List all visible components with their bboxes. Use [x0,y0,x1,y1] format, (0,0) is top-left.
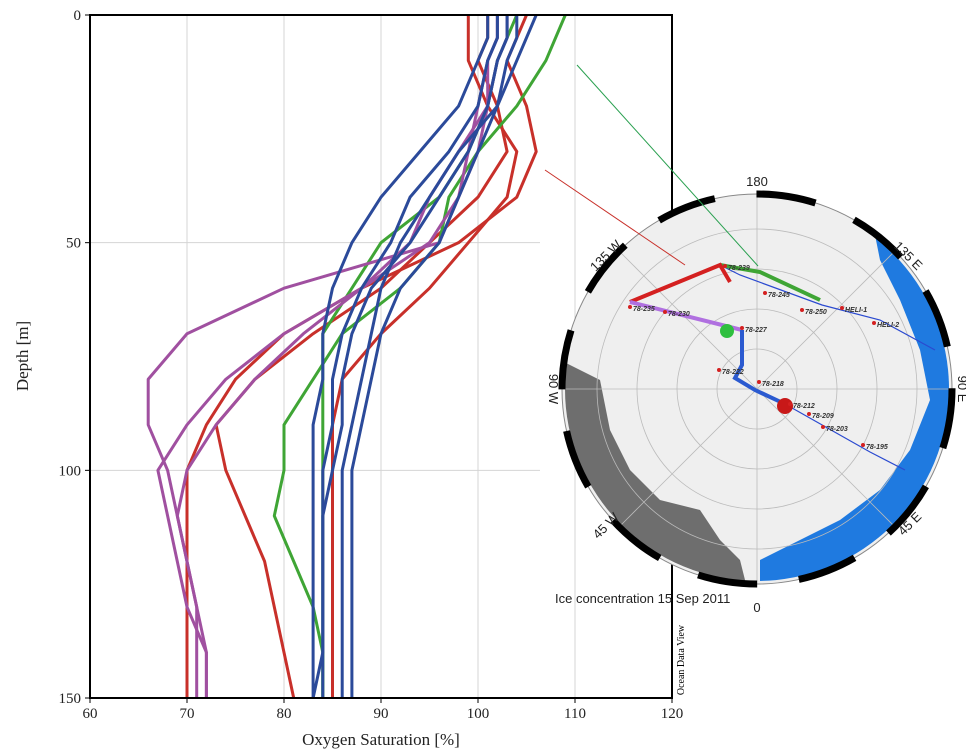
y-axis-label: Depth [m] [13,321,32,391]
station-label: HELI-1 [845,307,867,314]
station-dot [821,425,825,429]
station-dot [717,368,721,372]
station-dot [663,310,667,314]
profile-line [311,15,499,699]
x-axis-label: Oxygen Saturation [%] [302,730,460,749]
annotation: Ocean Data View [676,624,687,695]
longitude-label: 180 [746,174,768,189]
station-marker [777,398,793,414]
longitude-label: 90 E [955,376,966,403]
map-caption: Ice concentration 15 Sep 2011 [555,591,730,606]
station-dot [872,321,876,325]
x-tick-label: 90 [374,706,389,722]
station-label: 78-250 [805,309,827,316]
station-dot [807,412,811,416]
station-label: 78-239 [728,265,750,272]
station-label: 78-209 [812,413,834,420]
longitude-label: 0 [753,600,760,615]
station-dot [861,443,865,447]
station-dot [757,380,761,384]
station-label: 78-245 [768,292,790,299]
ocean [760,210,949,581]
station-label: 78-218 [762,381,784,388]
station-label: HELI-2 [877,322,899,329]
x-tick-label: 80 [277,706,292,722]
station-label: 78-235 [633,306,655,313]
map-border [558,190,956,588]
station-dot [740,326,744,330]
x-tick-label: 60 [83,706,98,722]
profile-line [272,14,567,698]
profile-line [340,14,538,698]
station-label: 78-195 [866,444,888,451]
y-tick-label: 50 [66,236,81,252]
longitude-label: 90 W [546,374,561,405]
station-dot [800,308,804,312]
station-dot [628,305,632,309]
profile-line [156,15,499,698]
profile-line [311,15,490,698]
station-label: 78-227 [745,327,768,334]
station-dot [840,306,844,310]
y-tick-label: 0 [74,8,82,24]
x-tick-label: 110 [564,706,586,722]
station-dot [763,291,767,295]
arrow [576,64,759,267]
station-label: 78-212 [793,403,815,410]
profile-line [350,15,519,698]
station-marker [720,324,734,338]
station-label: 78-230 [668,311,690,318]
y-tick-label: 150 [59,691,82,707]
station-dot [723,264,727,268]
x-tick-label: 100 [467,706,490,722]
station-dot [788,402,792,406]
x-tick-label: 120 [661,706,684,722]
station-label: 78-222 [722,369,744,376]
y-tick-label: 100 [59,463,82,479]
arrow [544,169,686,266]
station-label: 78-203 [826,426,848,433]
x-tick-label: 70 [180,706,195,722]
